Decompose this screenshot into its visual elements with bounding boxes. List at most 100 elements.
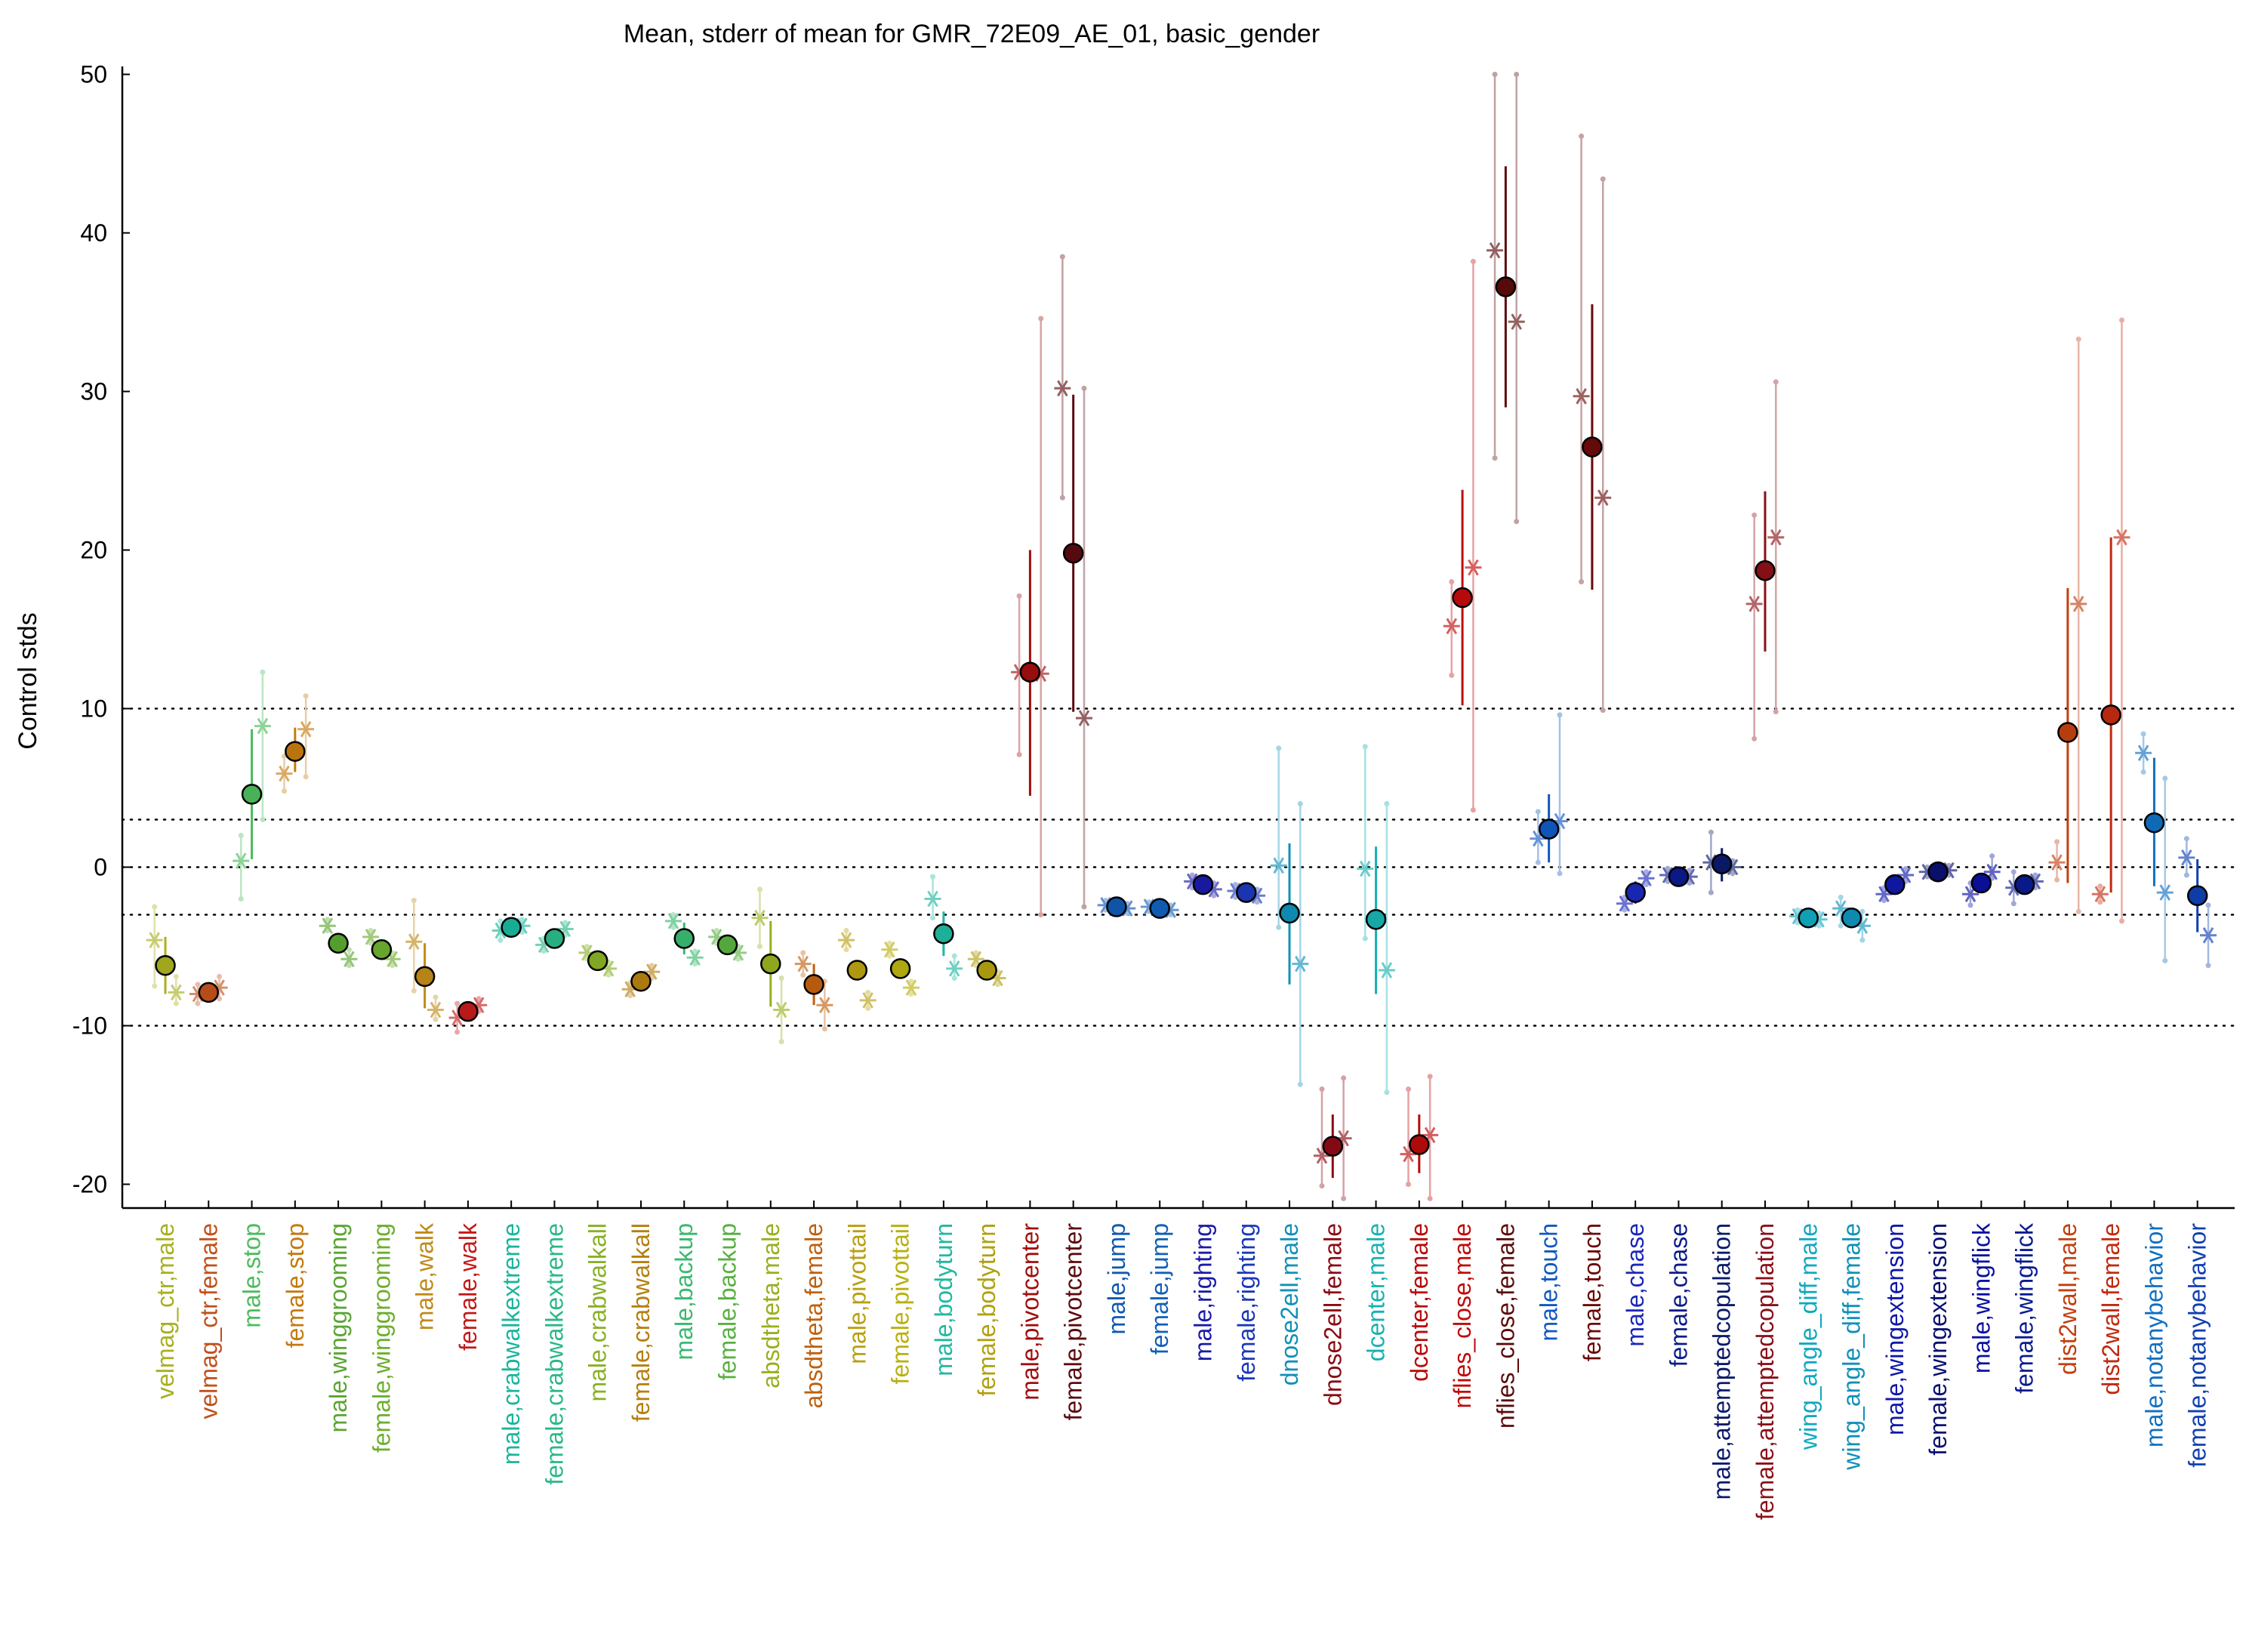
point-whisker-cap	[541, 948, 547, 954]
point-whisker-cap	[1232, 882, 1238, 888]
point-whisker-cap	[1579, 579, 1585, 584]
point-whisker-cap	[1362, 935, 1368, 942]
asterisk-stroke	[1468, 559, 1479, 576]
point-whisker-cap	[930, 915, 936, 921]
point-whisker-cap	[1643, 882, 1649, 888]
point-whisker-cap	[152, 904, 158, 910]
asterisk-stroke	[754, 909, 766, 926]
point-whisker-cap	[1427, 1195, 1433, 1201]
point-whisker-cap	[1687, 880, 1693, 886]
mean-marker	[1322, 1136, 1344, 1157]
asterisk-stroke	[797, 955, 809, 972]
x-tick-label: male,bodyturn	[930, 1223, 957, 1376]
point-whisker-cap	[1859, 908, 1866, 914]
point-asterisk	[1270, 857, 1287, 874]
point-asterisk	[2178, 849, 2195, 866]
point-whisker-cap	[1838, 894, 1844, 900]
point-whisker-cap	[735, 956, 741, 962]
asterisk-stroke	[732, 945, 744, 961]
y-tick-label: 30	[80, 378, 107, 405]
mean-marker	[673, 928, 695, 949]
mean-marker	[2013, 874, 2035, 895]
mean-marker	[1884, 874, 1906, 895]
x-tick-label: male,stop	[239, 1223, 266, 1328]
mean-marker	[1279, 902, 1300, 924]
point-asterisk	[2113, 529, 2130, 546]
point-whisker-cap	[476, 996, 482, 1002]
asterisk-stroke	[1381, 962, 1393, 979]
point-asterisk	[340, 951, 358, 968]
point-whisker-cap	[584, 944, 590, 949]
x-tick-label: male,crabwalkextreme	[498, 1223, 525, 1465]
point-asterisk	[838, 932, 855, 948]
x-tick-label: dist2wall,female	[2097, 1223, 2124, 1395]
mean-marker	[544, 928, 565, 949]
point-whisker-cap	[886, 953, 892, 959]
point-whisker-cap	[368, 940, 374, 946]
point-whisker-cap	[1881, 898, 1887, 904]
point-whisker-cap	[2118, 918, 2124, 924]
point-whisker-cap	[217, 996, 223, 1002]
y-tick-label: 20	[80, 537, 107, 564]
point-whisker-cap	[1276, 924, 1282, 930]
individual-points	[146, 72, 2217, 1201]
asterisk-stroke	[2181, 849, 2192, 866]
point-whisker-cap	[2097, 899, 2103, 905]
point-whisker-cap	[2054, 877, 2060, 883]
mean-marker	[1711, 853, 1733, 875]
x-tick-label: female,righting	[1233, 1223, 1260, 1382]
point-whisker-cap	[1665, 866, 1671, 872]
y-tick-label: 0	[94, 854, 107, 881]
point-asterisk	[1465, 559, 1482, 576]
point-whisker-cap	[1600, 176, 1606, 182]
point-whisker-cap	[713, 928, 719, 933]
asterisk-stroke	[775, 1001, 787, 1019]
mean-marker	[1927, 861, 1949, 883]
point-whisker-cap	[908, 979, 914, 985]
y-tick-label: 40	[80, 220, 107, 247]
asterisk-stroke	[1576, 388, 1587, 405]
asterisk-stroke	[171, 984, 182, 1001]
mean-marker	[241, 784, 263, 805]
point-whisker-cap	[2010, 901, 2016, 907]
point-whisker-cap	[1341, 1075, 1347, 1081]
point-whisker-cap	[519, 917, 525, 923]
asterisk-stroke	[970, 951, 982, 968]
point-whisker-cap	[1038, 912, 1044, 917]
point-whisker-cap	[325, 917, 331, 923]
point-whisker-cap	[1406, 1182, 1412, 1187]
point-asterisk	[664, 913, 682, 929]
asterisk-stroke	[1273, 857, 1284, 874]
asterisk-stroke	[948, 960, 960, 977]
x-tick-label: dcenter,male	[1363, 1223, 1390, 1361]
x-tick-label: female,bodyturn	[973, 1223, 1000, 1396]
point-whisker-cap	[1059, 254, 1065, 260]
x-tick-label: male,walk	[411, 1222, 439, 1330]
point-whisker-cap	[1514, 519, 1520, 525]
reference-lines	[121, 707, 2236, 1027]
asterisk-stroke	[1641, 870, 1652, 886]
point-asterisk	[773, 1001, 790, 1019]
point-asterisk	[362, 929, 380, 945]
point-whisker-cap	[843, 928, 849, 933]
point-whisker-cap	[1384, 1090, 1390, 1096]
x-tick-label: dist2wall,male	[2054, 1223, 2081, 1375]
point-whisker-cap	[2140, 769, 2146, 775]
point-whisker-cap	[1081, 385, 1087, 391]
point-asterisk	[881, 941, 898, 958]
point-whisker-cap	[346, 963, 352, 969]
mean-marker	[501, 917, 522, 938]
mean-marker	[760, 953, 781, 975]
point-asterisk	[2070, 596, 2087, 612]
point-asterisk	[924, 890, 941, 908]
mean-markers	[155, 276, 2208, 1157]
point-whisker-cap	[303, 693, 309, 699]
point-whisker-cap	[1449, 672, 1455, 678]
point-whisker-cap	[951, 953, 957, 959]
point-whisker-cap	[821, 1026, 827, 1032]
point-whisker-cap	[865, 989, 871, 995]
point-whisker-cap	[1384, 801, 1390, 806]
point-whisker-cap	[390, 963, 396, 969]
x-tick-label: female,backup	[714, 1223, 741, 1380]
mean-marker	[933, 923, 954, 945]
